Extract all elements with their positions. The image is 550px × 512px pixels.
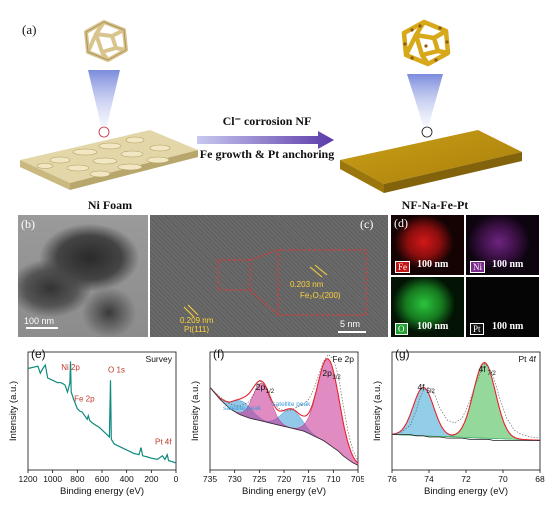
ni-foam-caption: Ni Foam xyxy=(87,198,133,212)
x-tick-label: 1000 xyxy=(43,474,62,484)
x-tick-label: 730 xyxy=(228,474,242,484)
x-tick-label: 1200 xyxy=(19,474,38,484)
panel-d-label: (d) xyxy=(394,216,408,230)
panel-c-label: (c) xyxy=(360,217,374,231)
x-tick-label: 800 xyxy=(70,474,84,484)
eds-label-ni: Ni xyxy=(470,261,485,273)
process-arrow xyxy=(197,131,334,149)
tem-scale-bar xyxy=(26,327,58,329)
x-tick-label: 68 xyxy=(535,474,545,484)
fringe-2-spacing: 0.209 nm xyxy=(180,316,214,325)
peak-label-4f52: 4f xyxy=(417,382,425,392)
xps-pt4f-chart: 76 74 72 70 68 Binding energy (eV) Intensity (… xyxy=(372,347,545,497)
fringe-box-small xyxy=(217,259,251,291)
decorated-cage-icon xyxy=(401,19,451,67)
peak-annotation: Pt 4f xyxy=(155,438,172,447)
panel-label: (f) xyxy=(213,347,224,361)
y-axis-label: Intensity (a.u.) xyxy=(8,381,19,441)
panel-label: (e) xyxy=(31,347,46,361)
eds-label-fe: Fe xyxy=(395,261,410,273)
satellite-label-1: satellite peak xyxy=(223,405,262,412)
fit-envelope-line xyxy=(391,362,541,441)
y-axis-label: Intensity (a.u.) xyxy=(190,381,201,441)
x-tick-label: 725 xyxy=(252,474,266,484)
x-tick-label: 735 xyxy=(203,474,217,484)
x-axis-label: Binding energy (eV) xyxy=(242,486,326,497)
eds-scale-pt: 100 nm xyxy=(492,321,524,332)
fringe-box-large xyxy=(277,249,367,316)
eds-scale-o: 100 nm xyxy=(417,321,449,332)
panel-label: (g) xyxy=(395,347,410,361)
chart-title: Pt 4f xyxy=(519,354,537,364)
chart-title: Fe 2p xyxy=(332,354,354,364)
xps-survey-chart: 1200 1000 800 600 400 200 0 Binding energy (eV)… xyxy=(8,347,179,497)
satellite-label-2: satellite peak xyxy=(272,401,311,408)
x-tick-label: 600 xyxy=(95,474,109,484)
panel-a-label: (a) xyxy=(22,22,37,37)
peak-label-4f52-sub: 5/2 xyxy=(426,389,435,395)
survey-spectrum-line xyxy=(27,361,177,464)
eds-label-pt: Pt xyxy=(470,323,484,335)
x-tick-label: 74 xyxy=(424,474,434,484)
eds-map-pt: Pt 100 nm xyxy=(466,277,539,337)
panel-b-label: (b) xyxy=(21,217,35,231)
peak-label-4f72: 4f xyxy=(479,364,487,374)
tem-image: (b) 100 nm xyxy=(18,215,148,337)
eds-map-ni: Ni 100 nm xyxy=(466,215,539,275)
chart-title: Survey xyxy=(146,354,173,364)
x-tick-label: 710 xyxy=(326,474,340,484)
eds-map-fe: (d) Fe 100 nm xyxy=(391,215,464,275)
background-line xyxy=(392,434,540,441)
tem-scale-text: 100 nm xyxy=(24,316,55,326)
process-step-bottom: Fe growth & Pt anchoring xyxy=(199,147,335,161)
y-axis-label: Intensity (a.u.) xyxy=(372,381,383,441)
right-zoom-beam xyxy=(407,74,443,128)
nickel-cage-icon xyxy=(84,20,128,62)
eds-scale-fe: 100 nm xyxy=(417,259,449,270)
x-axis-label: Binding energy (eV) xyxy=(60,486,144,497)
x-tick-label: 705 xyxy=(351,474,364,484)
x-tick-label: 76 xyxy=(387,474,397,484)
x-tick-label: 70 xyxy=(498,474,508,484)
raw-data-line xyxy=(209,353,359,461)
x-tick-label: 715 xyxy=(302,474,316,484)
peak-label-2p32: 2p xyxy=(322,368,332,378)
x-tick-label: 0 xyxy=(174,474,179,484)
raw-data-line xyxy=(391,363,541,439)
peak-annotation: O 1s xyxy=(108,365,125,374)
hrtem-scale-bar xyxy=(338,331,366,333)
background-line xyxy=(209,387,359,466)
x-tick-label: 72 xyxy=(461,474,471,484)
left-zoom-beam xyxy=(88,70,120,130)
x-tick-label: 720 xyxy=(277,474,291,484)
hrtem-image: (c) 0.203 nm Fe₂O₃(200) 0.209 nm Pt(111)… xyxy=(150,215,388,337)
hrtem-scale-text: 5 nm xyxy=(340,319,361,329)
ni-foam-slab xyxy=(20,126,198,190)
fringe-1-plane: Fe₂O₃(200) xyxy=(300,291,341,300)
peak-annotation: Fe 2p xyxy=(74,395,95,404)
x-axis-label: Binding energy (eV) xyxy=(424,486,508,497)
fit-envelope-line xyxy=(209,358,359,464)
peak-label-2p12: 2p xyxy=(256,382,266,392)
nf-na-fe-pt-caption: NF-Na-Fe-Pt xyxy=(401,198,469,212)
nf-na-fe-pt-slab xyxy=(340,126,522,193)
schematic-diagram xyxy=(20,19,522,193)
eds-label-o: O xyxy=(395,323,408,335)
eds-scale-ni: 100 nm xyxy=(492,259,524,270)
x-tick-label: 200 xyxy=(144,474,158,484)
peak-label-4f72-sub: 7/2 xyxy=(488,371,497,377)
peak-annotation: Ni 2p xyxy=(61,363,80,372)
xps-fe2p-chart: 735 730 725 720 715 710 705 Binding energy (eV)… xyxy=(190,347,364,497)
process-step-top: Cl⁻ corrosion NF xyxy=(222,114,312,128)
x-tick-label: 400 xyxy=(120,474,134,484)
eds-map-o: O 100 nm xyxy=(391,277,464,337)
fringe-1-spacing: 0.203 nm xyxy=(290,280,324,289)
peak-label-2p32-sub: 3/2 xyxy=(332,375,341,381)
peak-label-2p12-sub: 1/2 xyxy=(266,389,275,395)
plot-frame xyxy=(27,351,177,471)
fringe-2-plane: Pt(111) xyxy=(184,325,210,334)
